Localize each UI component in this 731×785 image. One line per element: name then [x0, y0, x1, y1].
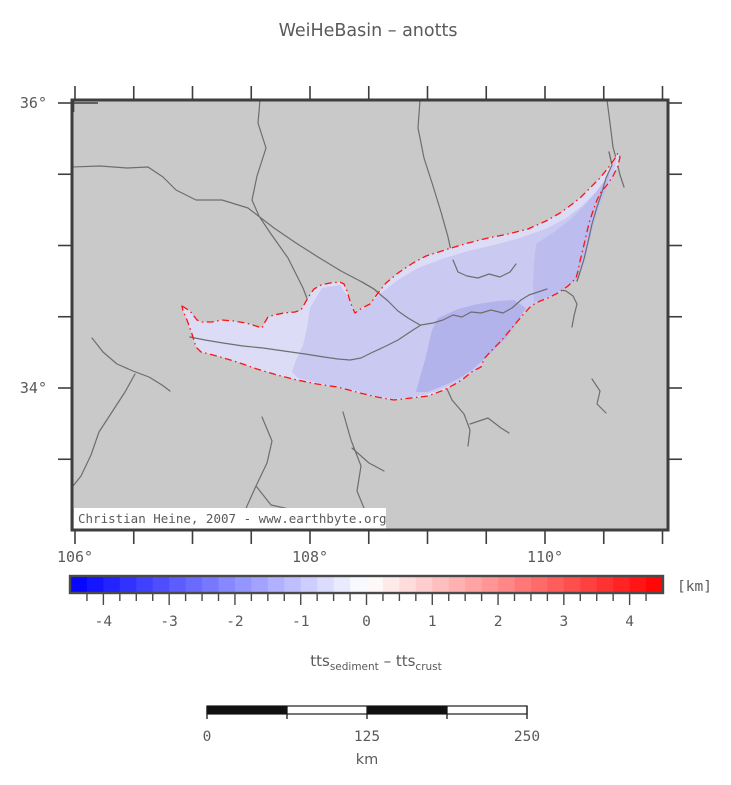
colorbar-cell — [580, 577, 598, 592]
lat-tick-label: 34° — [20, 379, 47, 397]
scalebar-unit-label: km — [356, 752, 379, 768]
basin-fill — [182, 153, 620, 400]
scalebar-label-125: 125 — [354, 729, 380, 745]
lon-tick-label: 108° — [292, 548, 328, 566]
lon-tick-label: 110° — [527, 548, 563, 566]
colorbar-cells — [70, 577, 663, 592]
river-line — [442, 379, 510, 447]
colorbar-tick-label: 4 — [625, 614, 634, 630]
scalebar-segment-black — [367, 706, 447, 714]
lat-tick-label: 36° — [20, 94, 47, 112]
map-ticks — [58, 86, 682, 544]
colorbar-cell — [629, 577, 647, 592]
basin-fill-medium — [292, 157, 617, 399]
colorbar-tick-label: -4 — [95, 614, 113, 630]
scalebar: 0 125 250 km — [203, 705, 540, 768]
colorbar-unit-label: [km] — [677, 579, 712, 595]
colorbar-cell — [300, 577, 318, 592]
colorbar-cell — [514, 577, 532, 592]
colorbar-cell — [481, 577, 499, 592]
watermark-background — [74, 508, 386, 529]
colorbar-cell — [119, 577, 137, 592]
river-line — [251, 101, 309, 302]
colorbar-cell — [86, 577, 104, 592]
colorbar-cell — [136, 577, 154, 592]
colorbar-cell — [432, 577, 450, 592]
colorbar-cell — [399, 577, 417, 592]
lon-tick-label: 106° — [57, 548, 93, 566]
quantity-label: ttssediment – ttscrust — [310, 652, 442, 673]
river-line — [452, 259, 517, 279]
colorbar: -4 -3 -2 -1 0 1 2 3 4 [km] — [68, 574, 712, 630]
colorbar-cell — [317, 577, 335, 592]
colorbar-cell — [366, 577, 384, 592]
quantity-term1-subscript: sediment — [330, 661, 379, 673]
basin-fill-dark — [416, 300, 526, 392]
colorbar-cell — [613, 577, 631, 592]
colorbar-tick-label: 3 — [559, 614, 568, 630]
river-line — [606, 101, 625, 188]
colorbar-tick-label: 1 — [428, 614, 437, 630]
colorbar-cell — [547, 577, 565, 592]
colorbar-cell — [382, 577, 400, 592]
colorbar-cell — [267, 577, 285, 592]
colorbar-cell — [251, 577, 269, 592]
colorbar-cell — [70, 577, 88, 592]
colorbar-frame — [68, 574, 665, 595]
river-line — [591, 378, 607, 414]
basin-boundary-outline — [181, 152, 621, 401]
colorbar-cell — [646, 577, 663, 592]
quantity-operator: – — [379, 652, 396, 670]
basin-fill-light — [182, 153, 620, 400]
colorbar-cell — [350, 577, 367, 592]
scalebar-segment-black — [207, 706, 287, 714]
colorbar-tick-labels: -4 -3 -2 -1 0 1 2 3 4 — [95, 614, 635, 630]
scalebar-label-0: 0 — [203, 729, 212, 745]
quantity-term2-subscript: crust — [415, 661, 441, 673]
figure-title: WeiHeBasin – anotts — [279, 21, 458, 41]
basin-fill-arm-band — [533, 172, 610, 302]
colorbar-ticks — [86, 594, 647, 605]
colorbar-tick-label: -2 — [226, 614, 243, 630]
scalebar-label-250: 250 — [514, 729, 540, 745]
colorbar-cell — [103, 577, 121, 592]
colorbar-cell — [530, 577, 548, 592]
colorbar-cell — [169, 577, 187, 592]
colorbar-tick-label: -1 — [292, 614, 309, 630]
river-line — [91, 337, 171, 392]
colorbar-cell — [448, 577, 466, 592]
colorbar-cell — [498, 577, 515, 592]
colorbar-tick-label: 0 — [362, 614, 371, 630]
river-line — [576, 151, 613, 282]
river-line — [73, 373, 136, 487]
colorbar-cell — [234, 577, 252, 592]
watermark-text: Christian Heine, 2007 - www.earthbyte.or… — [78, 511, 387, 526]
river-line — [189, 288, 548, 361]
colorbar-tick-label: -3 — [160, 614, 177, 630]
quantity-term2: tts — [396, 652, 416, 670]
colorbar-cell — [284, 577, 302, 592]
colorbar-cell — [185, 577, 203, 592]
colorbar-tick-label: 2 — [494, 614, 503, 630]
colorbar-cell — [333, 577, 351, 592]
quantity-term1: tts — [310, 652, 330, 670]
colorbar-cell — [563, 577, 581, 592]
colorbar-cell — [415, 577, 433, 592]
map-tick-labels: 106° 108° 110° 36° 34° — [20, 94, 563, 566]
colorbar-cell — [202, 577, 219, 592]
map-panel: Christian Heine, 2007 - www.earthbyte.or… — [20, 86, 682, 566]
colorbar-cell — [152, 577, 170, 592]
river-lines-over — [189, 151, 613, 361]
colorbar-cell — [596, 577, 614, 592]
map-frame — [70, 98, 670, 532]
watermark: Christian Heine, 2007 - www.earthbyte.or… — [74, 508, 387, 529]
colorbar-cell — [465, 577, 483, 592]
river-line — [361, 281, 421, 326]
colorbar-cell — [218, 577, 236, 592]
